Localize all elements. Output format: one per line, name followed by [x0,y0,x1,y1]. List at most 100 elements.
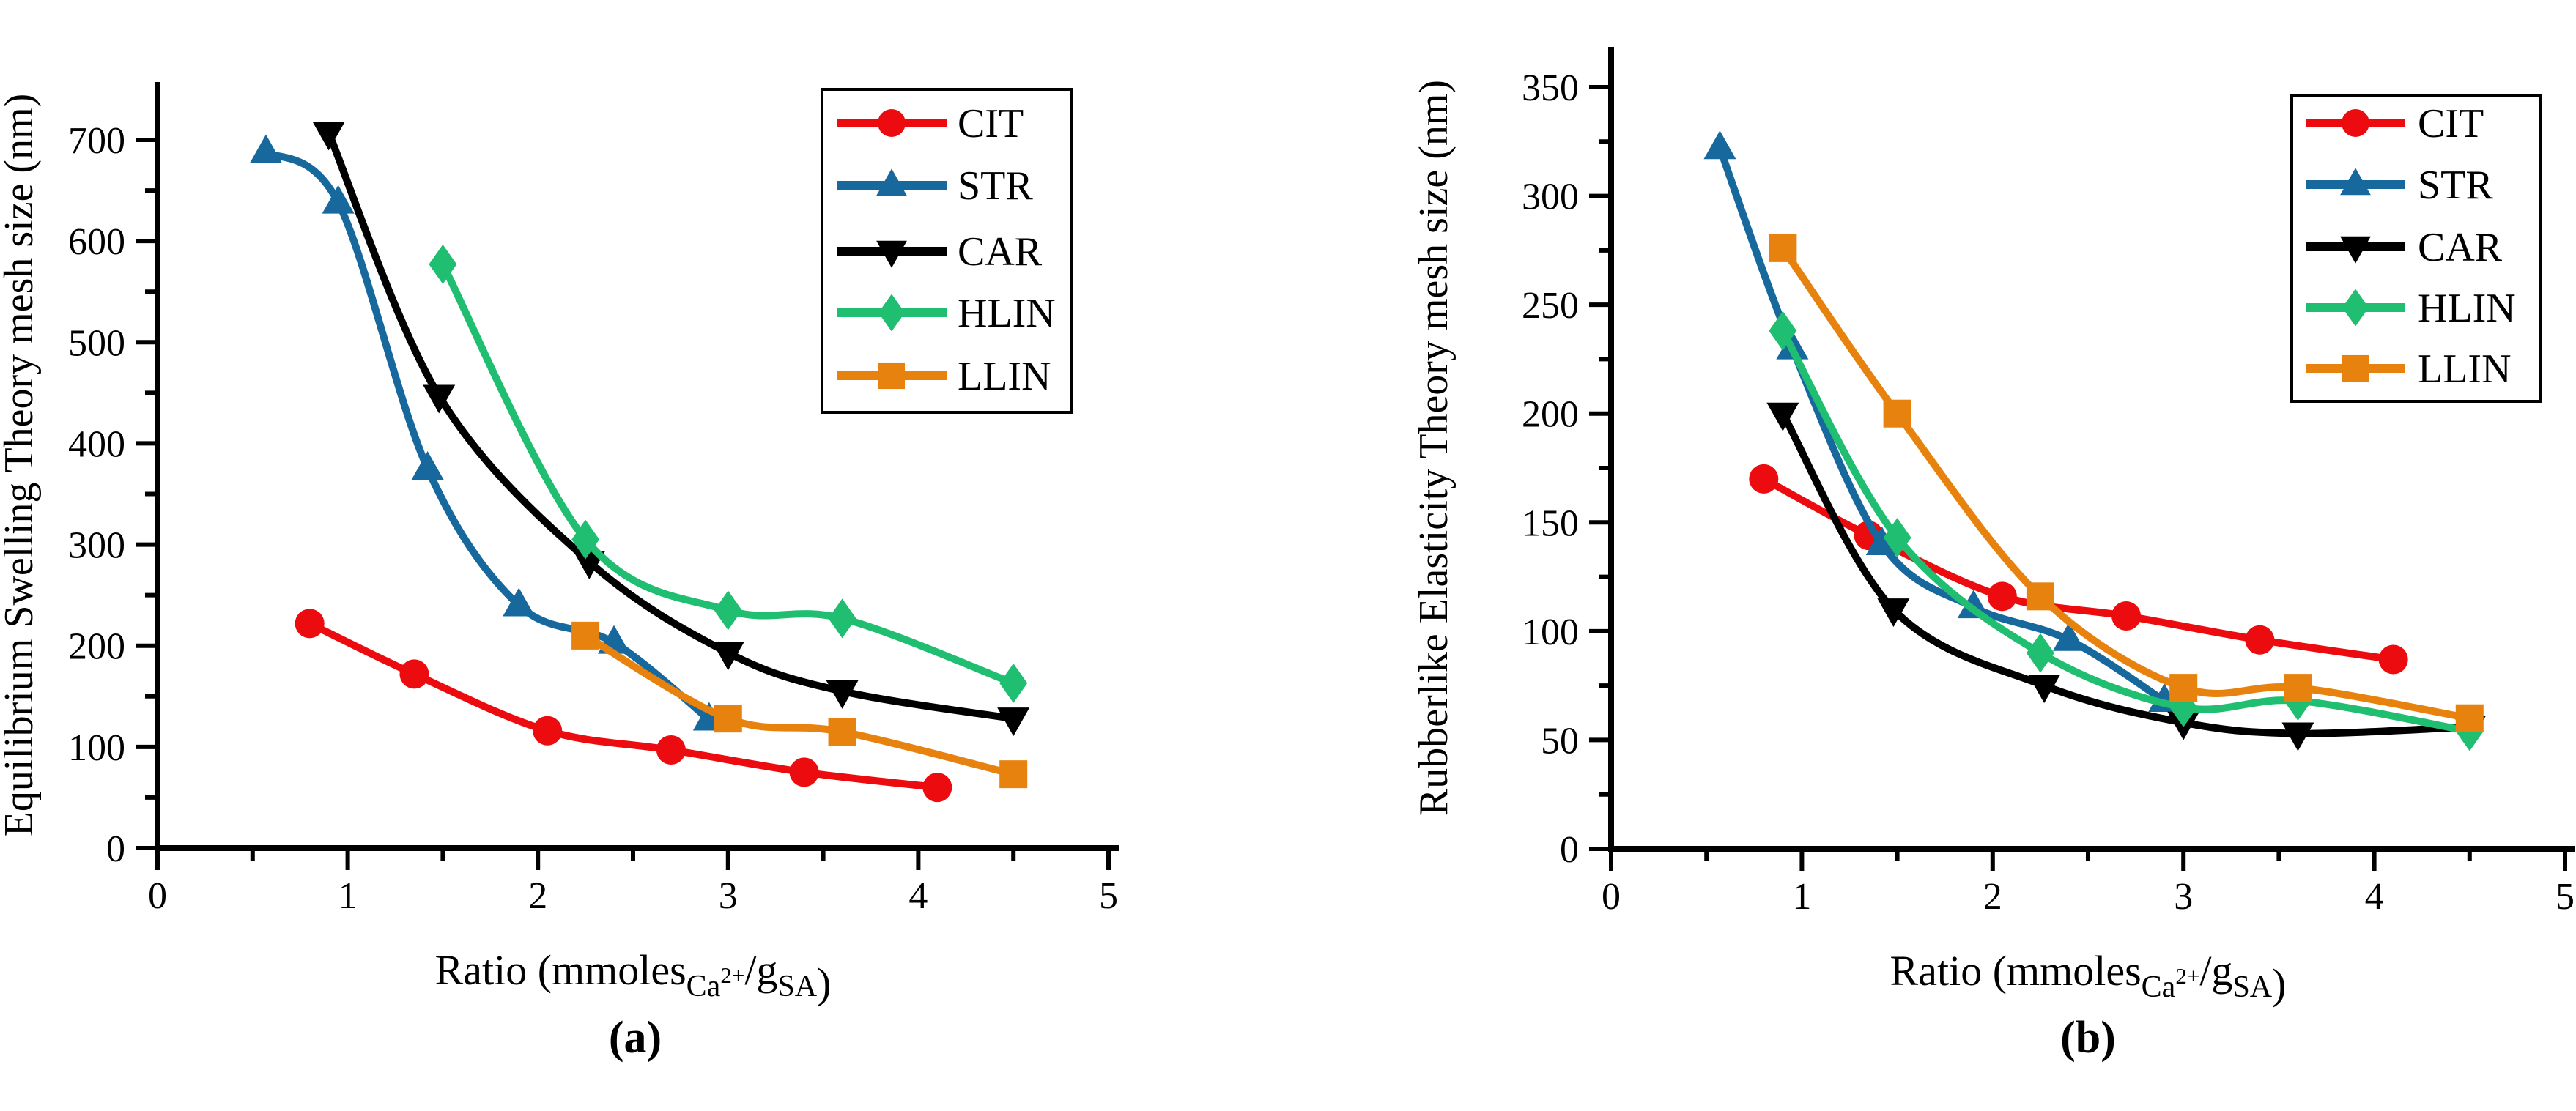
x-axis-ticks: 0 1 2 3 4 5 [148,848,1118,917]
marker-triangle-up [2340,168,2371,196]
y-tick-label: 50 [1541,720,1579,762]
marker-circle [1749,464,1779,494]
y-tick-label: 400 [68,423,125,465]
marker-square [878,362,906,390]
x-axis-ticks: 0 1 2 3 4 5 [1602,849,2575,918]
marker-diamond [828,598,856,639]
marker-triangle-down [876,240,907,268]
marker-triangle-up [249,134,282,163]
legend-label-HLIN: HLIN [958,291,1056,336]
x-axis-title: Ratio (mmolesCa2+/gSA) [1890,947,2287,1008]
x-tick-label: 1 [1792,876,1811,918]
chart-rubberlike-elasticity: 0 50 100 150 200 250 300 350 0 1 2 3 4 5 CIT STR CAR HLIN… [1411,47,2575,1008]
marker-circle [2378,644,2408,675]
marker-circle [295,609,325,639]
y-tick-label: 300 [1522,177,1579,218]
x-tick-label: 4 [2365,876,2384,918]
y-tick-label: 500 [68,322,125,364]
marker-circle [1987,581,2017,612]
marker-diamond [878,294,906,332]
x-tick-label: 3 [719,875,738,917]
series-line-HLIN [1779,327,2473,735]
marker-square [828,718,856,746]
series-LLIN [571,621,1028,789]
y-tick-label: 300 [68,525,125,567]
x-tick-label: 0 [148,875,167,917]
legend-label-CIT: CIT [958,101,1024,146]
marker-triangle-up [322,185,355,214]
marker-square [999,760,1028,789]
marker-square [1883,399,1911,428]
legend-label-CAR: CAR [958,229,1043,275]
series-HLIN [429,244,1028,703]
y-tick-label: 200 [68,626,125,668]
y-tick-label: 0 [1560,829,1579,871]
series-CIT [295,609,952,803]
marker-triangle-down [2028,675,2061,704]
series-CIT [1749,464,2408,675]
marker-triangle-up [411,450,444,480]
marker-square [714,705,742,733]
marker-square [1769,234,1797,262]
y-axis-ticks: 0 100 200 300 400 500 600 700 [68,120,158,870]
legend-item-HLIN: HLIN [837,291,1056,336]
legend-label-CIT: CIT [2418,101,2484,146]
legend-label-STR: STR [2418,163,2493,208]
x-tick-label: 2 [528,875,547,917]
legend-item-STR: STR [837,163,1033,209]
marker-square [2284,674,2312,702]
marker-circle [2342,109,2369,137]
x-axis-title: Ratio (mmolesCa2+/gSA) [435,946,832,1007]
marker-diamond [714,590,742,631]
marker-circle [789,757,819,787]
marker-square [2342,354,2369,382]
x-tick-label: 5 [1099,875,1118,917]
marker-triangle-down [711,642,744,671]
y-tick-label: 200 [1522,394,1579,436]
legend-label-LLIN: LLIN [2418,346,2512,392]
chart-equilibrium-swelling: 0 100 200 300 400 500 600 700 0 1 2 3 4 5 CIT STR CAR HLI… [0,82,1119,1007]
x-tick-label: 1 [338,875,358,917]
series-line-LLIN [1779,244,2473,722]
marker-circle [878,109,906,137]
y-tick-label: 100 [1522,612,1579,653]
marker-diamond [2342,289,2369,327]
marker-circle [399,659,429,689]
x-tick-label: 3 [2174,876,2193,918]
marker-diamond [429,244,457,284]
marker-diamond [571,519,600,560]
marker-triangle-up [1703,130,1736,160]
series-STR [249,134,725,731]
legend-label-STR: STR [958,163,1033,209]
marker-diamond [999,663,1028,703]
series-STR [1703,130,2181,712]
x-tick-label: 0 [1602,876,1621,918]
series-line-HLIN [439,260,1018,687]
series-CAR [312,122,1030,737]
panel-caption-a: (a) [608,1013,662,1063]
marker-diamond [1883,518,1911,558]
panel-caption-b: (b) [2060,1013,2116,1063]
series-line-CAR [325,129,1018,723]
y-tick-label: 350 [1522,67,1579,109]
marker-circle [2245,625,2275,655]
legend-item-LLIN: LLIN [837,354,1051,399]
marker-triangle-up [876,168,907,196]
x-tick-label: 5 [2555,876,2575,918]
legend: CIT STR CAR HLIN LLIN [2290,94,2542,403]
marker-circle [922,773,952,803]
legend-label-HLIN: HLIN [2418,286,2516,331]
legend-item-HLIN: HLIN [2306,286,2516,331]
y-tick-label: 0 [106,828,125,870]
legend-item-LLIN: LLIN [2306,346,2512,392]
y-axis-ticks: 0 50 100 150 200 250 300 350 [1522,67,1611,871]
marker-triangle-down [2340,236,2371,264]
marker-square [2026,582,2054,611]
marker-circle [2111,601,2142,631]
marker-square [2169,674,2198,702]
marker-triangle-down [826,680,859,709]
marker-square [2455,704,2484,732]
marker-triangle-up [2052,622,2085,651]
marker-square [571,621,600,650]
marker-triangle-down [573,551,606,580]
